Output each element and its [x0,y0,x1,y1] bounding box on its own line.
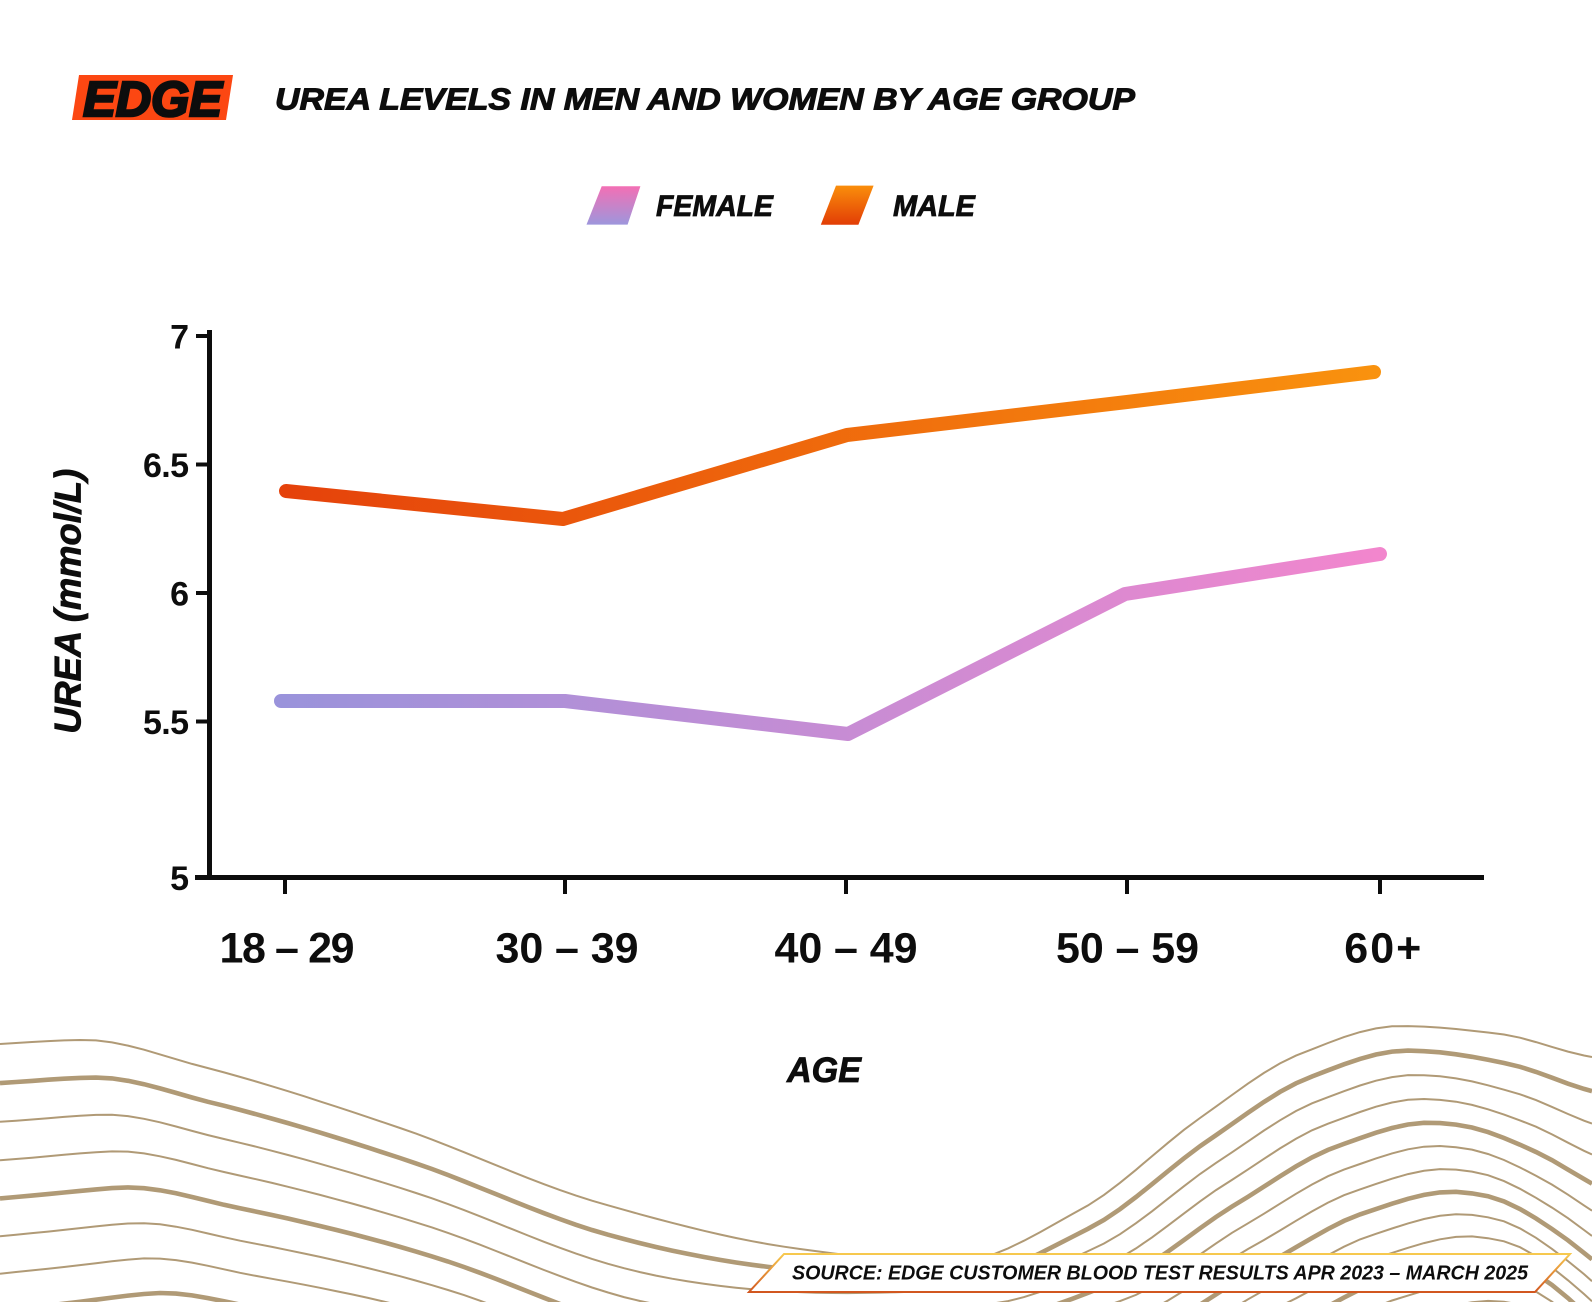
svg-text:7: 7 [170,319,189,357]
svg-text:EDGE: EDGE [83,73,223,127]
svg-text:40 – 49: 40 – 49 [775,925,918,973]
svg-text:60+: 60+ [1344,925,1421,973]
svg-text:UREA (mmol/L): UREA (mmol/L) [48,469,89,734]
svg-text:6: 6 [170,576,189,614]
svg-text:AGE: AGE [786,1051,863,1090]
svg-text:UREA LEVELS IN MEN AND WOMEN B: UREA LEVELS IN MEN AND WOMEN BY AGE GROU… [275,82,1135,117]
svg-text:6.5: 6.5 [143,447,189,485]
svg-text:5.5: 5.5 [143,704,189,742]
svg-text:SOURCE: EDGE CUSTOMER BLOOD TE: SOURCE: EDGE CUSTOMER BLOOD TEST RESULTS… [792,1263,1529,1285]
svg-text:MALE: MALE [893,190,976,223]
svg-text:FEMALE: FEMALE [656,190,774,223]
svg-text:30 – 39: 30 – 39 [496,925,639,973]
svg-text:5: 5 [170,860,189,898]
svg-text:18 – 29: 18 – 29 [220,925,355,973]
svg-text:50 – 59: 50 – 59 [1056,925,1199,973]
